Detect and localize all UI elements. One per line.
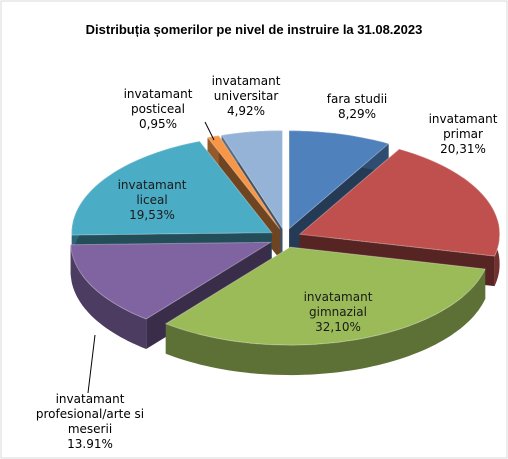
slice-side [70,244,147,349]
category-label: invatamant posticeal [123,87,193,116]
slice-label: fara studii 8,29% [317,92,397,122]
value-label: 32,10% [315,320,361,334]
slice-label: invatamant posticeal 0,95% [113,87,203,132]
slice [288,130,390,230]
slice-label: invatamant liceal 19,53% [107,178,197,223]
slice [70,241,273,320]
slice [164,246,486,346]
chart-title: Distribuția șomerilor pe nivel de instru… [85,22,423,37]
slice [298,148,501,257]
slice [220,129,283,231]
category-label: fara studii [326,92,388,106]
slice-label: invatamant profesional/arte si meserii 13… [35,392,145,452]
slice-label: invatamant universitar 4,92% [201,74,291,119]
category-label: invatamant profesional/arte si meserii [35,392,145,436]
category-label: invatamant primar [428,112,498,141]
slice-side [165,269,486,376]
category-label: invatamant gimnazial [303,290,373,319]
leader-line [87,334,96,394]
slice-label: invatamant primar 20,31% [418,112,508,157]
category-label: invatamant liceal [117,178,187,207]
leader-line [204,121,215,141]
slice [206,135,281,230]
value-label: 4,92% [226,104,266,118]
value-label: 19,53% [129,208,175,222]
value-label: 13.91% [67,437,113,451]
slice-label: invatamant gimnazial 32,10% [283,290,393,335]
value-label: 0,95% [138,117,178,131]
slice [71,140,273,236]
value-label: 8,29% [337,107,377,121]
category-label: invatamant universitar [211,74,281,103]
value-label: 20,31% [440,142,486,156]
